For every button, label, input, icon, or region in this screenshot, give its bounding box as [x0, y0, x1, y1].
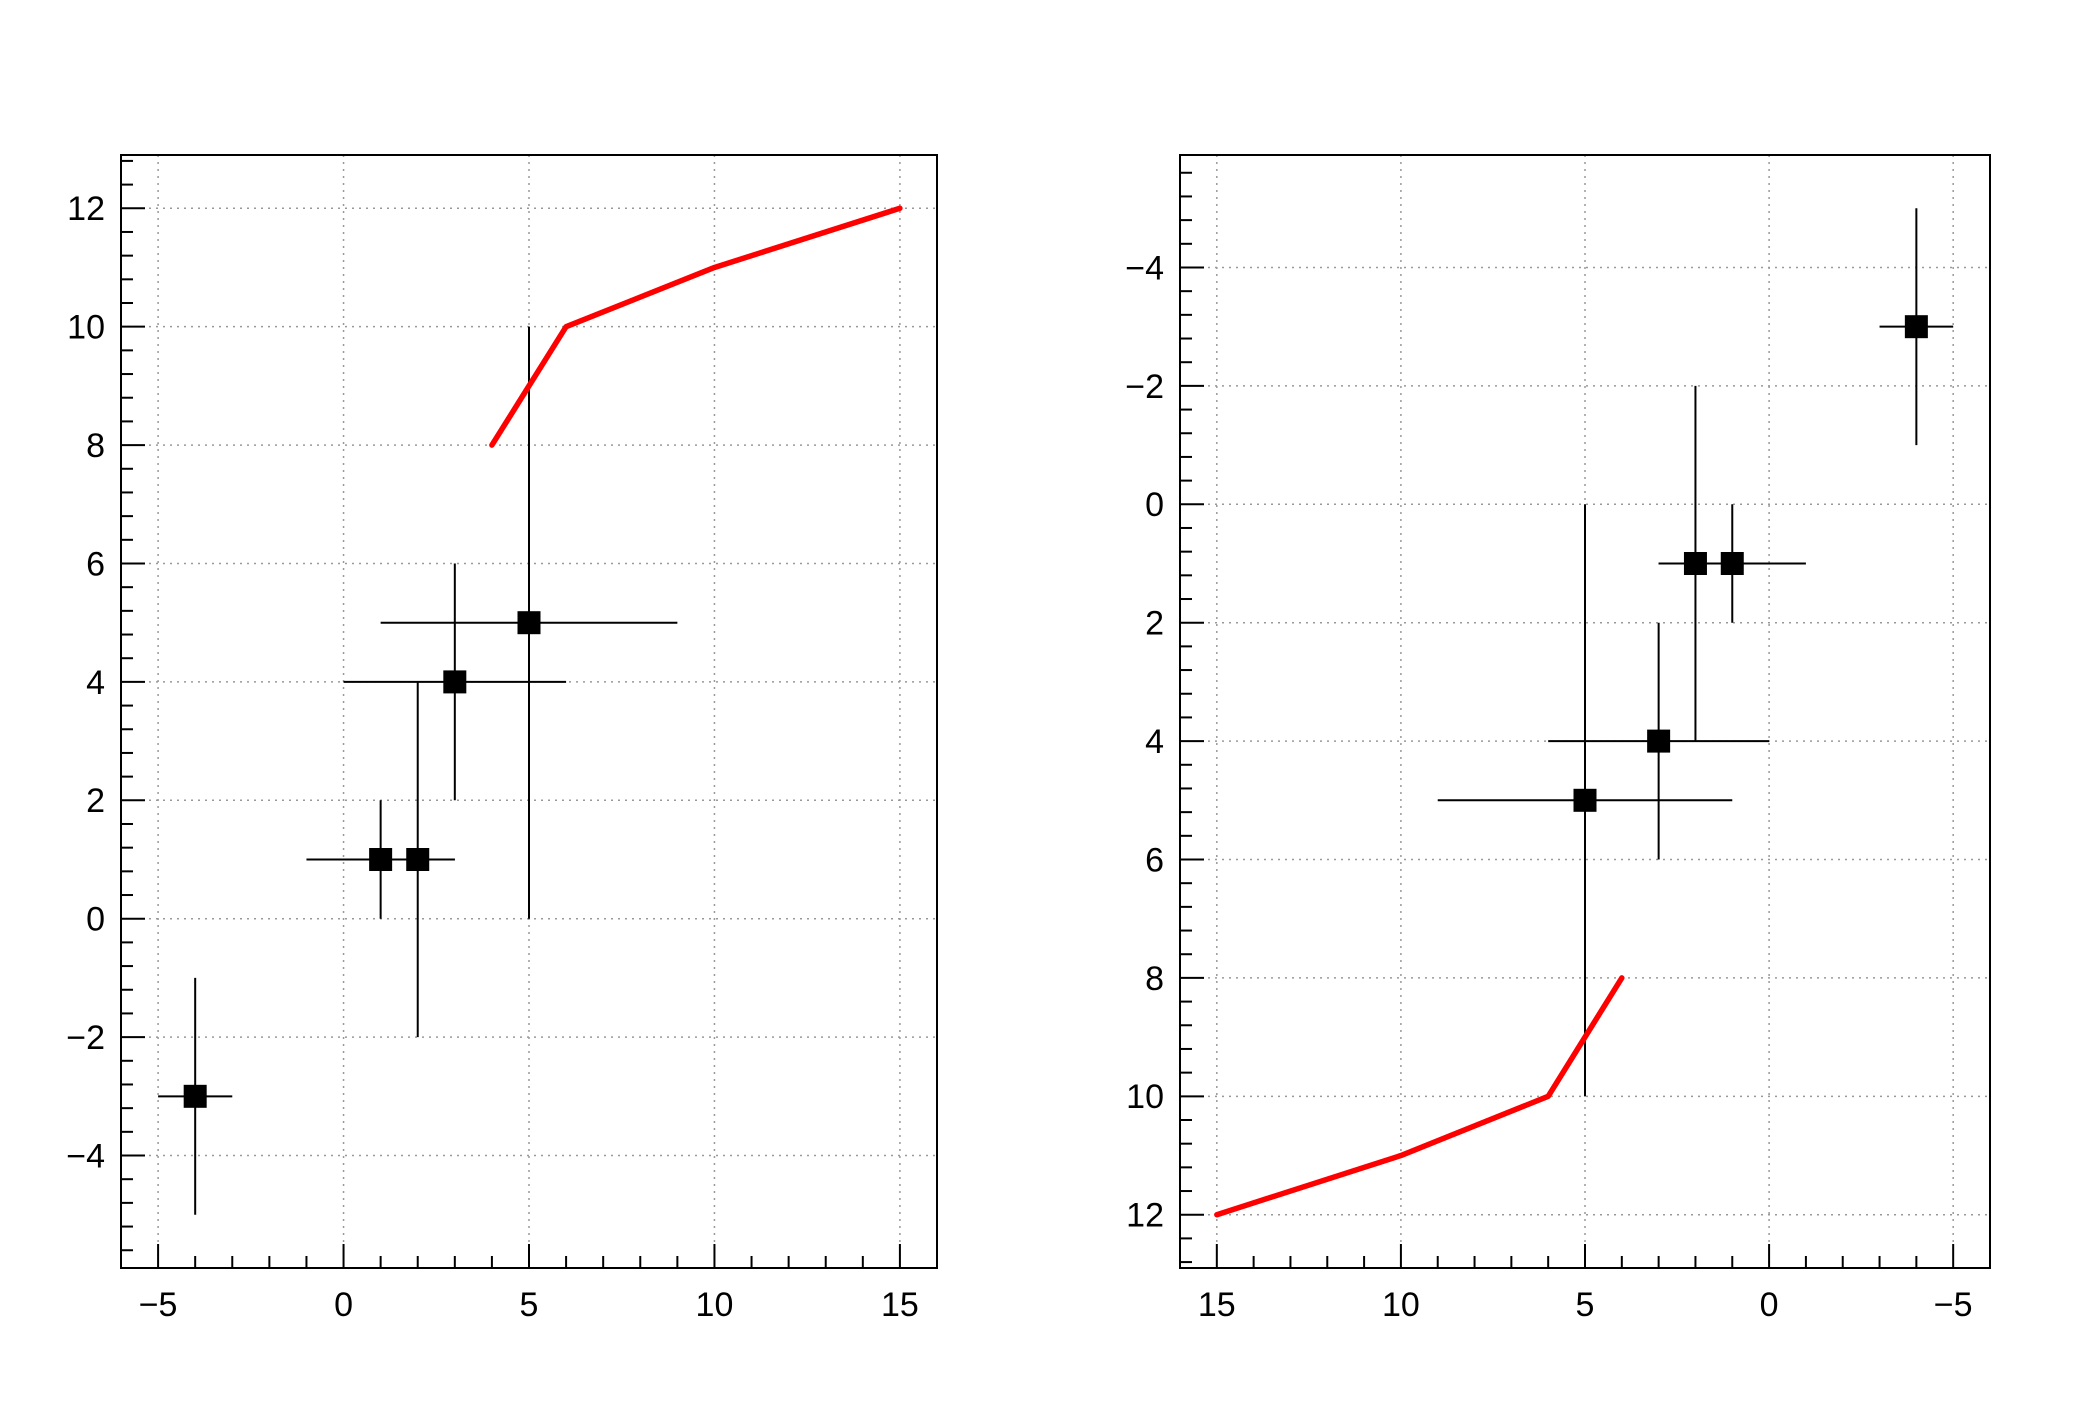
y-tick-label: 8: [86, 427, 105, 465]
y-tick-label: 12: [1126, 1197, 1164, 1235]
x-tick-label: 10: [1382, 1286, 1420, 1324]
y-tick-label: 8: [1145, 960, 1164, 998]
data-point-marker: [369, 848, 393, 872]
y-tick-label: 4: [1145, 723, 1164, 761]
y-tick-label: 10: [1126, 1078, 1164, 1116]
y-tick-label: 12: [67, 190, 105, 228]
axis-labels: −5 0 5 10 15 12 10 8 6 4 2 0 −2 −4: [66, 190, 919, 1324]
axis-ticks: [1180, 171, 1955, 1268]
data-point-marker: [406, 848, 430, 872]
data-point-marker: [1647, 729, 1671, 753]
data-point-marker: [517, 611, 541, 635]
y-tick-label: −2: [66, 1019, 105, 1057]
data-point-marker: [443, 670, 467, 694]
x-tick-label: 15: [1198, 1286, 1236, 1324]
x-tick-label: 0: [334, 1286, 353, 1324]
axis-labels: 15 10 5 0 −5 −4 −2 0 2 4 6 8 10 12: [1125, 249, 1972, 1324]
y-tick-label: 2: [1145, 605, 1164, 643]
x-tick-label: 15: [881, 1286, 919, 1324]
right-plot: 15 10 5 0 −5 −4 −2 0 2 4 6 8 10 12: [1125, 154, 1991, 1324]
gridlines: [1180, 155, 1990, 1268]
y-tick-label: −4: [66, 1137, 105, 1175]
y-tick-label: 2: [86, 782, 105, 820]
data-point-marker: [183, 1084, 207, 1108]
axis-ticks: [121, 159, 901, 1268]
y-tick-label: 0: [86, 901, 105, 939]
y-tick-label: −2: [1125, 368, 1164, 406]
y-tick-label: 6: [1145, 841, 1164, 879]
data-points: [1437, 208, 1954, 1097]
x-tick-label: 5: [520, 1286, 539, 1324]
x-tick-label: −5: [1934, 1286, 1973, 1324]
right-pad: 15 10 5 0 −5 −4 −2 0 2 4 6 8 10 12: [1044, 0, 2088, 1416]
x-tick-label: 5: [1576, 1286, 1595, 1324]
x-tick-label: 0: [1760, 1286, 1779, 1324]
x-tick-label: −5: [139, 1286, 178, 1324]
left-pad: −5 0 5 10 15 12 10 8 6 4 2 0 −2 −4: [66, 154, 938, 1324]
y-tick-label: 0: [1145, 486, 1164, 524]
data-point-marker: [1683, 551, 1707, 575]
x-tick-label: 10: [696, 1286, 734, 1324]
y-tick-label: −4: [1125, 249, 1164, 287]
red-line: [489, 205, 903, 448]
y-tick-label: 10: [67, 309, 105, 347]
data-point-marker: [1904, 315, 1928, 339]
data-point-marker: [1573, 788, 1597, 812]
y-tick-label: 6: [86, 545, 105, 583]
data-point-marker: [1720, 551, 1744, 575]
y-tick-label: 4: [86, 664, 105, 702]
data-points: [158, 326, 678, 1215]
red-line: [1214, 975, 1625, 1218]
left-plot: −5 0 5 10 15 12 10 8 6 4 2 0 −2 −4: [66, 154, 938, 1324]
